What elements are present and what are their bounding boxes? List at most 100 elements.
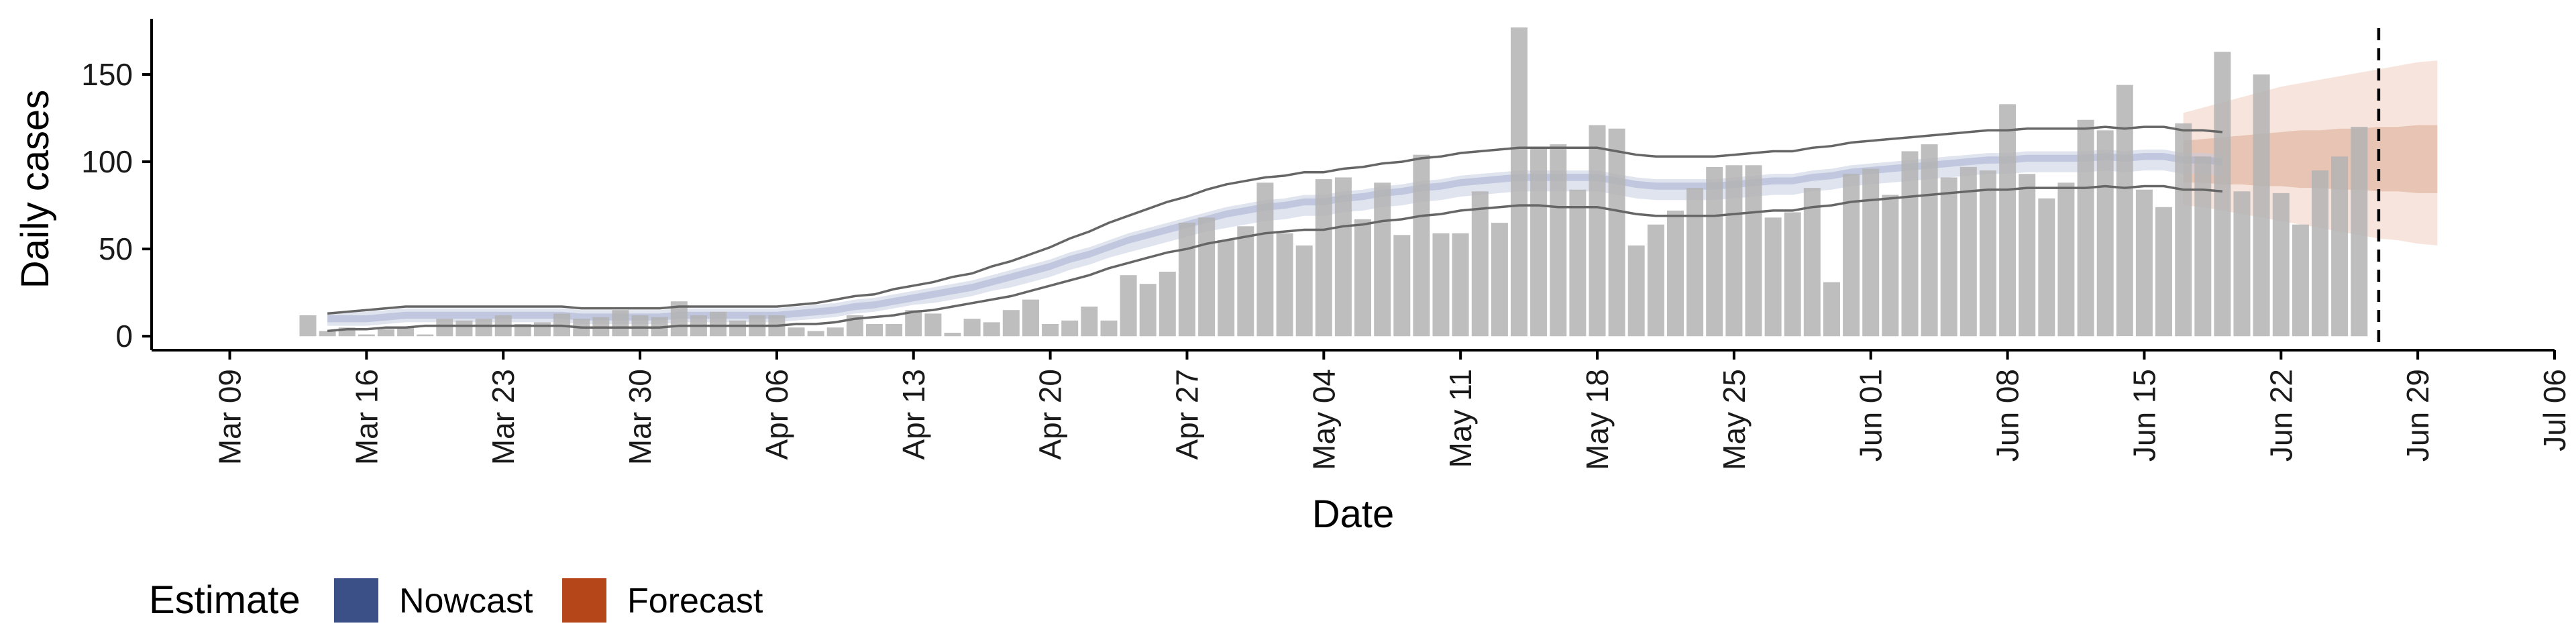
- case-bar: [417, 334, 434, 337]
- case-bar: [807, 331, 824, 337]
- axes: 0 50 100 150 Mar 09 Mar 16 Mar 23 Mar 30 Apr 06 A…: [81, 19, 2572, 470]
- case-bar: [612, 310, 629, 337]
- case-bar: [1745, 165, 1762, 337]
- y-tick-label: 100: [81, 144, 133, 179]
- x-tick-label: May 18: [1580, 369, 1615, 470]
- case-bar: [1823, 282, 1840, 337]
- x-tick-label: May 04: [1306, 369, 1341, 470]
- x-tick-label: Apr 20: [1033, 369, 1068, 460]
- y-tick-label: 0: [115, 319, 133, 354]
- case-bar: [2233, 191, 2251, 337]
- case-bar: [729, 320, 747, 337]
- case-bar: [1979, 170, 1996, 337]
- case-bar: [1178, 223, 1195, 337]
- x-tick-label: Jun 22: [2263, 369, 2298, 462]
- x-tick-label: Apr 13: [896, 369, 931, 460]
- case-bar: [1393, 235, 1411, 337]
- case-bar: [1960, 166, 1977, 337]
- case-bar: [1237, 226, 1254, 337]
- case-bar: [924, 313, 942, 337]
- case-bar: [397, 327, 415, 337]
- case-bar: [1354, 219, 1371, 337]
- case-bar: [1921, 144, 1938, 337]
- case-bar: [514, 324, 531, 337]
- x-tick-label: Jun 08: [1990, 369, 2025, 462]
- x-tick-label: Mar 09: [213, 369, 248, 465]
- case-bar: [1198, 217, 1216, 337]
- case-bar: [1901, 151, 1919, 337]
- case-bar: [944, 333, 961, 337]
- case-bar: [1608, 128, 1625, 337]
- case-bar: [1471, 191, 1489, 337]
- case-bar: [1940, 177, 1957, 337]
- case-bar: [358, 334, 375, 337]
- x-axis-title: Date: [1312, 492, 1395, 536]
- case-bar: [1784, 212, 1801, 337]
- case-bar: [1686, 188, 1704, 337]
- case-bar: [319, 331, 336, 337]
- case-bar: [1295, 245, 1313, 337]
- case-bar: [1667, 210, 1684, 337]
- case-bar: [2292, 224, 2309, 337]
- y-axis-title: Daily cases: [13, 90, 57, 289]
- case-bar: [299, 315, 317, 337]
- legend-swatch-forecast: [562, 578, 606, 623]
- legend-swatch-nowcast: [334, 578, 378, 623]
- case-bar: [963, 319, 981, 337]
- case-bar: [2214, 52, 2231, 337]
- x-tick-label: Jun 01: [1854, 369, 1888, 462]
- case-bar: [1276, 233, 1293, 337]
- case-bar: [2019, 174, 2036, 337]
- case-bar: [1022, 299, 1039, 337]
- case-bar: [1120, 275, 1137, 337]
- case-bar: [2057, 182, 2075, 337]
- case-bars: [299, 27, 2368, 337]
- case-bar: [1627, 245, 1645, 337]
- legend: Estimate Nowcast Forecast: [149, 578, 763, 623]
- case-bar: [1061, 320, 1079, 337]
- case-bar: [2135, 189, 2153, 337]
- case-bar: [788, 327, 805, 337]
- case-bar: [905, 310, 922, 337]
- case-bar: [1042, 324, 1059, 337]
- case-bar: [1413, 154, 1430, 337]
- case-bar: [1159, 272, 1176, 337]
- case-bar: [1706, 166, 1723, 337]
- case-bar: [1432, 233, 1450, 337]
- case-bar: [436, 319, 453, 337]
- case-bar: [1725, 165, 1743, 337]
- case-bar: [455, 320, 473, 337]
- x-tick-label: Mar 30: [623, 369, 657, 465]
- case-bar: [983, 322, 1000, 337]
- legend-label-nowcast: Nowcast: [399, 582, 533, 621]
- case-bar: [2175, 123, 2192, 337]
- x-tick-label: Apr 27: [1170, 369, 1205, 460]
- case-bar: [2272, 193, 2290, 337]
- x-tick-label: Mar 16: [349, 369, 384, 465]
- case-bar: [1882, 195, 1899, 337]
- case-bar: [2096, 130, 2114, 337]
- case-bar: [2077, 119, 2094, 337]
- case-bar: [1511, 27, 1527, 337]
- case-bar: [1764, 217, 1782, 337]
- y-tick-label: 150: [81, 57, 133, 92]
- case-bar: [475, 319, 492, 337]
- legend-label-forecast: Forecast: [627, 582, 763, 621]
- case-bar: [2253, 74, 2270, 337]
- case-bar: [1491, 223, 1508, 337]
- x-tick-label: Mar 23: [486, 369, 521, 465]
- case-bar: [1530, 148, 1548, 337]
- case-bar: [1862, 168, 1880, 337]
- x-tick-label: May 25: [1717, 369, 1752, 470]
- case-bar: [1218, 240, 1235, 337]
- case-bar: [1081, 307, 1098, 337]
- case-bar: [1002, 310, 1020, 337]
- case-bar: [2155, 207, 2172, 337]
- case-bar: [2116, 85, 2133, 337]
- case-bar: [631, 315, 649, 337]
- legend-title: Estimate: [149, 578, 301, 622]
- case-bar: [885, 324, 903, 337]
- x-tick-label: Jun 29: [2400, 369, 2435, 462]
- x-tick-label: Apr 06: [759, 369, 794, 460]
